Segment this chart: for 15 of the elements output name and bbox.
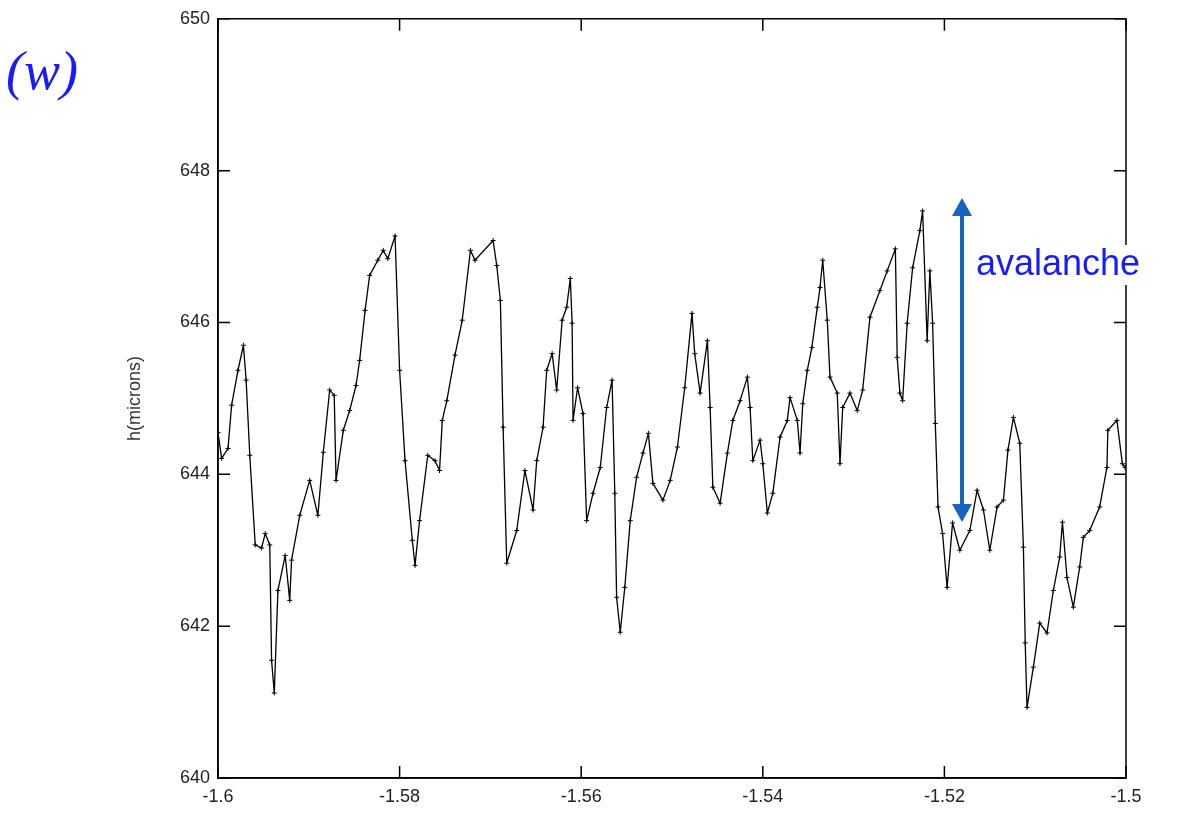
x-tick-label: -1.6 (202, 785, 234, 806)
annotation: avalanche (976, 241, 1141, 283)
x-tick-label: -1.54 (742, 785, 784, 806)
y-tick-label: 650 (179, 7, 210, 28)
x-tick-label: -1.58 (379, 785, 421, 806)
chart-title: (w) (6, 40, 78, 102)
x-tick-label: -1.5 (1110, 785, 1142, 806)
x-tick-label: -1.56 (560, 785, 602, 806)
y-tick-label: 642 (179, 615, 210, 636)
x-tick-label: -1.52 (923, 785, 965, 806)
y-tick-label: 644 (179, 463, 210, 484)
y-tick-label: 648 (179, 159, 210, 180)
y-tick-label: 646 (179, 311, 210, 332)
y-tick-label: 640 (179, 766, 210, 787)
y-axis-title: h(microns) (123, 355, 144, 441)
